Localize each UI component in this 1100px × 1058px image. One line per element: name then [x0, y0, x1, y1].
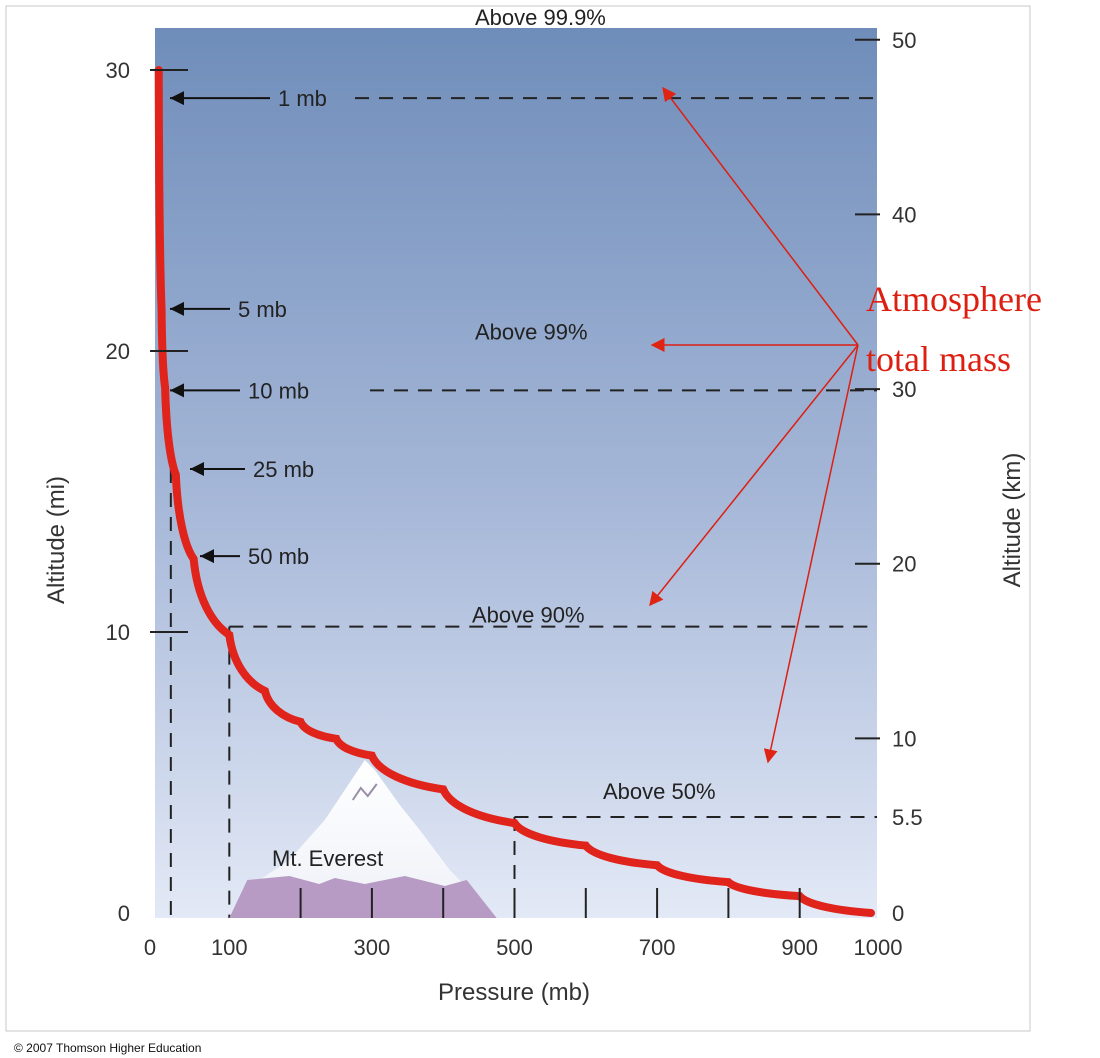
y2-tick-label-0: 0 — [892, 901, 904, 926]
x-tick-label-1: 100 — [211, 935, 248, 960]
plot-area — [155, 28, 877, 918]
mass-level-label-3: Above 50% — [603, 779, 716, 804]
mt-everest-label: Mt. Everest — [272, 846, 383, 871]
y2-tick-label-6: 50 — [892, 28, 916, 53]
pressure-curve — [154, 66, 875, 917]
pressure-arrow-head-3 — [190, 462, 204, 477]
annotation-line-2: total mass — [866, 339, 1011, 379]
x-axis-title: Pressure (mb) — [438, 979, 590, 1006]
x-tick-label-6: 1000 — [854, 935, 903, 960]
x-tick-label-3: 500 — [496, 935, 533, 960]
y2-tick-label-5: 40 — [892, 202, 916, 227]
annotation-arrow-3 — [763, 344, 859, 764]
pressure-label-0: 1 mb — [278, 86, 327, 111]
copyright-text: © 2007 Thomson Higher Education — [14, 1041, 201, 1055]
y-axis-title-right: Altitude (km) — [999, 453, 1026, 588]
y2-tick-label-1: 5.5 — [892, 805, 923, 830]
y2-tick-label-3: 20 — [892, 552, 916, 577]
pressure-curve-layer — [154, 66, 875, 917]
guide-layer — [169, 97, 877, 918]
x-tick-label-4: 700 — [639, 935, 676, 960]
pressure-label-3: 25 mb — [253, 457, 314, 482]
y-tick-label-2: 20 — [106, 339, 130, 364]
mass-level-label-2: Above 90% — [472, 602, 585, 627]
pressure-label-4: 50 mb — [248, 544, 309, 569]
x-tick-label-5: 900 — [781, 935, 818, 960]
y-tick-label-0: 0 — [118, 901, 130, 926]
annotation-line-1: Atmosphere — [866, 279, 1042, 319]
x-tick-label-0: 0 — [144, 935, 156, 960]
y2-tick-label-4: 30 — [892, 377, 916, 402]
mass-level-label-0: Above 99.9% — [475, 5, 606, 30]
mountain-ridge — [351, 783, 378, 801]
mountain-rock — [229, 876, 497, 918]
pressure-arrow-head-1 — [170, 301, 184, 316]
y2-tick-label-2: 10 — [892, 726, 916, 751]
pressure-arrow-head-2 — [170, 383, 184, 398]
y-axis-title-left: Altitude (mi) — [43, 476, 70, 604]
mass-level-label-1: Above 99% — [475, 319, 588, 344]
pressure-arrow-head-0 — [170, 91, 184, 106]
x-tick-label-2: 300 — [354, 935, 391, 960]
mt-everest-illustration — [229, 760, 497, 918]
annotation-arrow-2 — [649, 344, 859, 607]
annotation-layer — [649, 86, 859, 764]
pressure-label-2: 10 mb — [248, 378, 309, 403]
figure-frame — [5, 5, 1031, 1032]
label-layer: 1 mb 5 mb 10 mb 25 mb 50 mb Above 99.9% Above … — [170, 5, 716, 804]
pressure-arrow-head-4 — [200, 549, 214, 564]
y-tick-label-3: 30 — [106, 58, 130, 83]
pressure-label-1: 5 mb — [238, 297, 287, 322]
annotation-arrow-0 — [662, 86, 859, 346]
y-tick-label-1: 10 — [106, 620, 130, 645]
